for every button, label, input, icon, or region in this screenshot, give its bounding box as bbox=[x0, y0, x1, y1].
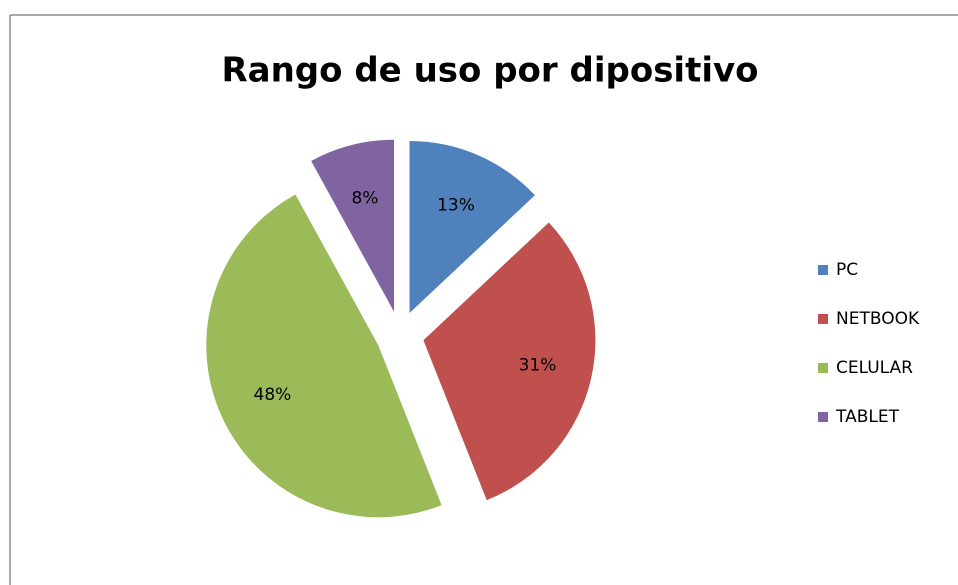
legend-label: NETBOOK bbox=[836, 309, 920, 329]
data-label: 31% bbox=[519, 356, 557, 376]
pie-slice bbox=[206, 194, 442, 518]
legend-label: PC bbox=[836, 260, 858, 280]
legend-swatch bbox=[818, 412, 828, 422]
legend-label: TABLET bbox=[835, 407, 900, 427]
data-label: 8% bbox=[351, 188, 378, 208]
legend-label: CELULAR bbox=[836, 358, 913, 378]
pie-slice bbox=[311, 139, 395, 312]
pie-slice bbox=[409, 140, 535, 313]
data-label: 13% bbox=[437, 196, 475, 216]
legend-swatch bbox=[818, 265, 828, 275]
pie-slice bbox=[423, 222, 596, 501]
legend-swatch bbox=[818, 314, 828, 324]
legend-swatch bbox=[818, 363, 828, 373]
data-label: 48% bbox=[254, 385, 292, 405]
chart-title: Rango de uso por dipositivo bbox=[221, 51, 758, 91]
